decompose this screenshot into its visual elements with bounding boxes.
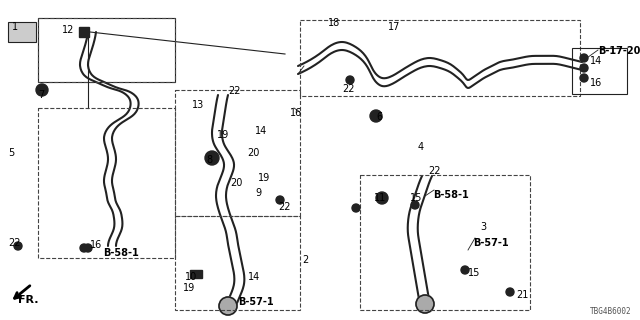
Bar [79,27,89,37]
Bar [175,216,300,310]
Circle shape [14,242,22,250]
Circle shape [80,244,88,252]
Bar [8,22,36,42]
Text: 16: 16 [590,78,602,88]
Text: 7: 7 [38,90,44,100]
Text: 21: 21 [516,290,529,300]
Text: 12: 12 [62,25,74,35]
Text: B-57-1: B-57-1 [238,297,274,307]
Bar [190,270,202,278]
Bar [38,18,175,82]
Text: 22: 22 [428,166,440,176]
Circle shape [461,266,469,274]
Text: B-58-1: B-58-1 [103,248,139,258]
Circle shape [352,204,360,212]
Text: 14: 14 [590,56,602,66]
Circle shape [219,297,237,315]
Bar [300,20,580,96]
Text: 11: 11 [374,193,387,203]
Text: 22: 22 [278,202,291,212]
Bar [175,90,300,216]
Circle shape [346,76,354,84]
Circle shape [36,84,48,96]
Text: FR.: FR. [18,295,38,305]
Text: 17: 17 [388,22,401,32]
Text: 18: 18 [328,18,340,28]
Text: B-57-1: B-57-1 [473,238,509,248]
Bar [38,18,175,82]
Text: 22: 22 [8,238,20,248]
Text: B-58-1: B-58-1 [433,190,468,200]
Text: 22: 22 [228,86,241,96]
Circle shape [370,110,382,122]
Text: 19: 19 [217,130,229,140]
Bar [38,108,175,258]
Text: 19: 19 [183,283,195,293]
Text: 10: 10 [185,272,197,282]
Circle shape [416,295,434,313]
Text: 8: 8 [206,155,212,165]
Circle shape [580,64,588,72]
Bar [572,48,627,94]
Text: 2: 2 [302,255,308,265]
Text: 5: 5 [8,148,14,158]
Text: 22: 22 [342,84,355,94]
Circle shape [376,192,388,204]
Text: 15: 15 [468,268,481,278]
Text: 6: 6 [376,112,382,122]
Text: 15: 15 [410,193,422,203]
Circle shape [84,244,92,252]
Circle shape [205,151,219,165]
Circle shape [276,196,284,204]
Text: 20: 20 [230,178,243,188]
Text: 9: 9 [255,188,261,198]
Text: 20: 20 [247,148,259,158]
Circle shape [506,288,514,296]
Text: 1: 1 [12,22,18,32]
Text: 19: 19 [258,173,270,183]
Text: 3: 3 [480,222,486,232]
Text: 14: 14 [255,126,268,136]
Text: TBG4B6002: TBG4B6002 [590,307,632,316]
Circle shape [411,201,419,209]
Text: B-17-20: B-17-20 [598,46,640,56]
Text: 4: 4 [418,142,424,152]
Circle shape [580,54,588,62]
Bar [360,175,530,310]
Text: 13: 13 [192,100,204,110]
Text: 14: 14 [248,272,260,282]
Text: 16: 16 [290,108,302,118]
Circle shape [580,74,588,82]
Text: 16: 16 [90,240,102,250]
